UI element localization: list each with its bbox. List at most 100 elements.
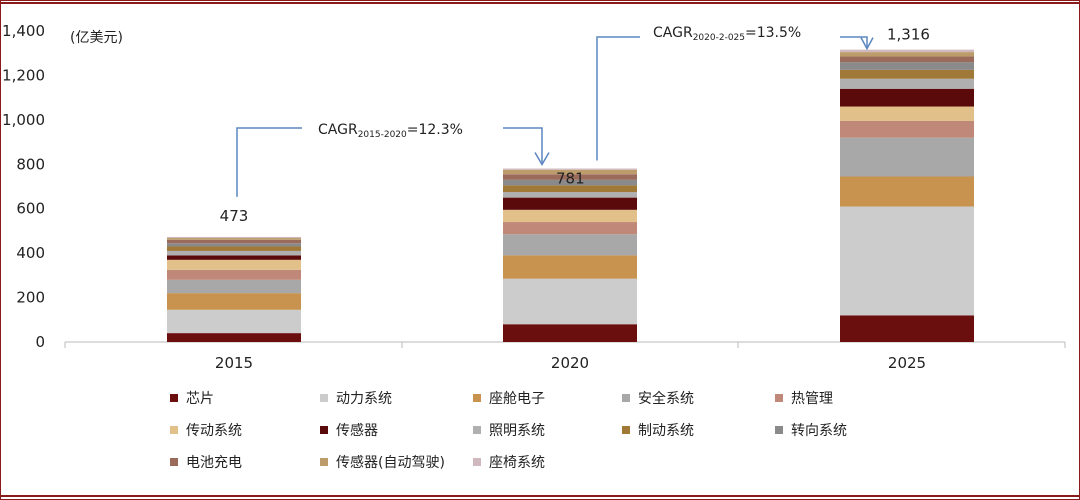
legend-item: 制动系统 [622, 420, 694, 440]
bar-segment [503, 185, 637, 193]
bar-segment [503, 234, 637, 256]
cagr-arrow [860, 37, 874, 51]
bar-segment [503, 222, 637, 235]
unit-label: (亿美元) [70, 30, 123, 46]
bar-segment [167, 309, 301, 334]
bar-segment [840, 315, 974, 342]
bar-segment [840, 106, 974, 121]
legend-swatch [170, 426, 178, 434]
legend-label: 安全系统 [638, 391, 694, 407]
bar-segment [503, 168, 637, 170]
legend-swatch [473, 426, 481, 434]
legend-item: 动力系统 [320, 388, 392, 408]
y-tick-label: 1,000 [2, 111, 45, 129]
legend-label: 动力系统 [336, 391, 392, 407]
legend-item: 芯片 [170, 388, 214, 408]
bar-segment [840, 62, 974, 70]
bar-segment [840, 206, 974, 316]
y-tick-label: 600 [16, 200, 45, 218]
legend-label: 座舱电子 [489, 391, 545, 407]
legend-label: 热管理 [791, 391, 833, 407]
bar-segment [503, 278, 637, 325]
y-tick-label: 1,400 [2, 22, 45, 40]
legend-item: 传感器(自动驾驶) [320, 452, 445, 472]
legend-swatch [320, 394, 328, 402]
legend-item: 座舱电子 [473, 388, 545, 408]
cagr-annotations: CAGR2015-2020=12.3% CAGR2020-2-025=13.5% [236, 25, 874, 197]
bar-segment [840, 52, 974, 57]
y-tick-label: 1,200 [2, 66, 45, 84]
bar-segment [840, 56, 974, 63]
legend-swatch [622, 394, 630, 402]
bar-segment [167, 238, 301, 240]
bar-stack-2015 [167, 236, 301, 342]
bar-segment [167, 333, 301, 342]
bar-segment [167, 239, 301, 244]
bar-segment [840, 49, 974, 53]
legend-swatch [775, 426, 783, 434]
legend-label: 传动系统 [186, 423, 242, 439]
bar-segment [840, 176, 974, 207]
bar-segment [167, 255, 301, 260]
legend-label: 传感器 [336, 423, 378, 439]
cagr-label: CAGR2015-2020=12.3% [318, 122, 463, 140]
x-tick-label: 2015 [215, 354, 253, 372]
bar-segment [503, 197, 637, 210]
legend-item: 热管理 [775, 388, 833, 408]
cagr-arrow [534, 152, 550, 166]
legend-label: 芯片 [186, 391, 214, 407]
y-tick-label: 0 [35, 333, 45, 351]
bar-stack-2020 [503, 168, 637, 342]
bar-segment [167, 250, 301, 256]
bars [167, 49, 974, 342]
legend-label: 座椅系统 [489, 455, 545, 471]
bar-segment [167, 293, 301, 310]
cagr-connector-line [840, 36, 868, 48]
legend-swatch [170, 394, 178, 402]
bar-segment [167, 246, 301, 251]
legend-swatch [473, 394, 481, 402]
legend-swatch [320, 426, 328, 434]
legend-label: 电池充电 [186, 455, 242, 471]
bar-segment [167, 236, 301, 239]
bar-segment [840, 69, 974, 79]
bar-stack-2025 [840, 49, 974, 342]
bar-segment [503, 174, 637, 180]
y-tick-label: 200 [16, 289, 45, 307]
bar-segment [840, 137, 974, 177]
bar-segment [167, 279, 301, 294]
legend-swatch [775, 394, 783, 402]
legend-item: 传感器 [320, 420, 378, 440]
legend-label: 转向系统 [791, 423, 847, 439]
cagr-connector-line [503, 127, 543, 163]
legend-item: 转向系统 [775, 420, 847, 440]
legend-swatch [473, 458, 481, 466]
legend-item: 照明系统 [473, 420, 545, 440]
total-label: 1,316 [887, 26, 930, 44]
bar-segment [840, 120, 974, 138]
bar-segment [167, 259, 301, 270]
bar-segment [503, 209, 637, 223]
bar-segment [503, 255, 637, 279]
legend-swatch [170, 458, 178, 466]
cagr-connector-line [236, 127, 302, 197]
legend-label: 制动系统 [638, 423, 694, 439]
bar-segment [167, 269, 301, 280]
legend-item: 传动系统 [170, 420, 242, 440]
bar-segment [503, 169, 637, 175]
y-tick-label: 800 [16, 155, 45, 173]
bar-segment [167, 243, 301, 247]
x-axis-labels: 2015 2020 2025 [215, 354, 926, 372]
legend-label: 照明系统 [489, 423, 545, 439]
total-label: 473 [220, 207, 249, 225]
bar-segment [840, 88, 974, 107]
legend-label: 传感器(自动驾驶) [336, 455, 445, 471]
total-labels: 473 781 1,316 [220, 26, 930, 225]
x-tick-label: 2020 [551, 354, 589, 372]
bar-segment [503, 179, 637, 186]
bar-segment [503, 324, 637, 342]
bar-segment [503, 192, 637, 198]
cagr-connector-line [596, 36, 640, 161]
legend-item: 安全系统 [622, 388, 694, 408]
